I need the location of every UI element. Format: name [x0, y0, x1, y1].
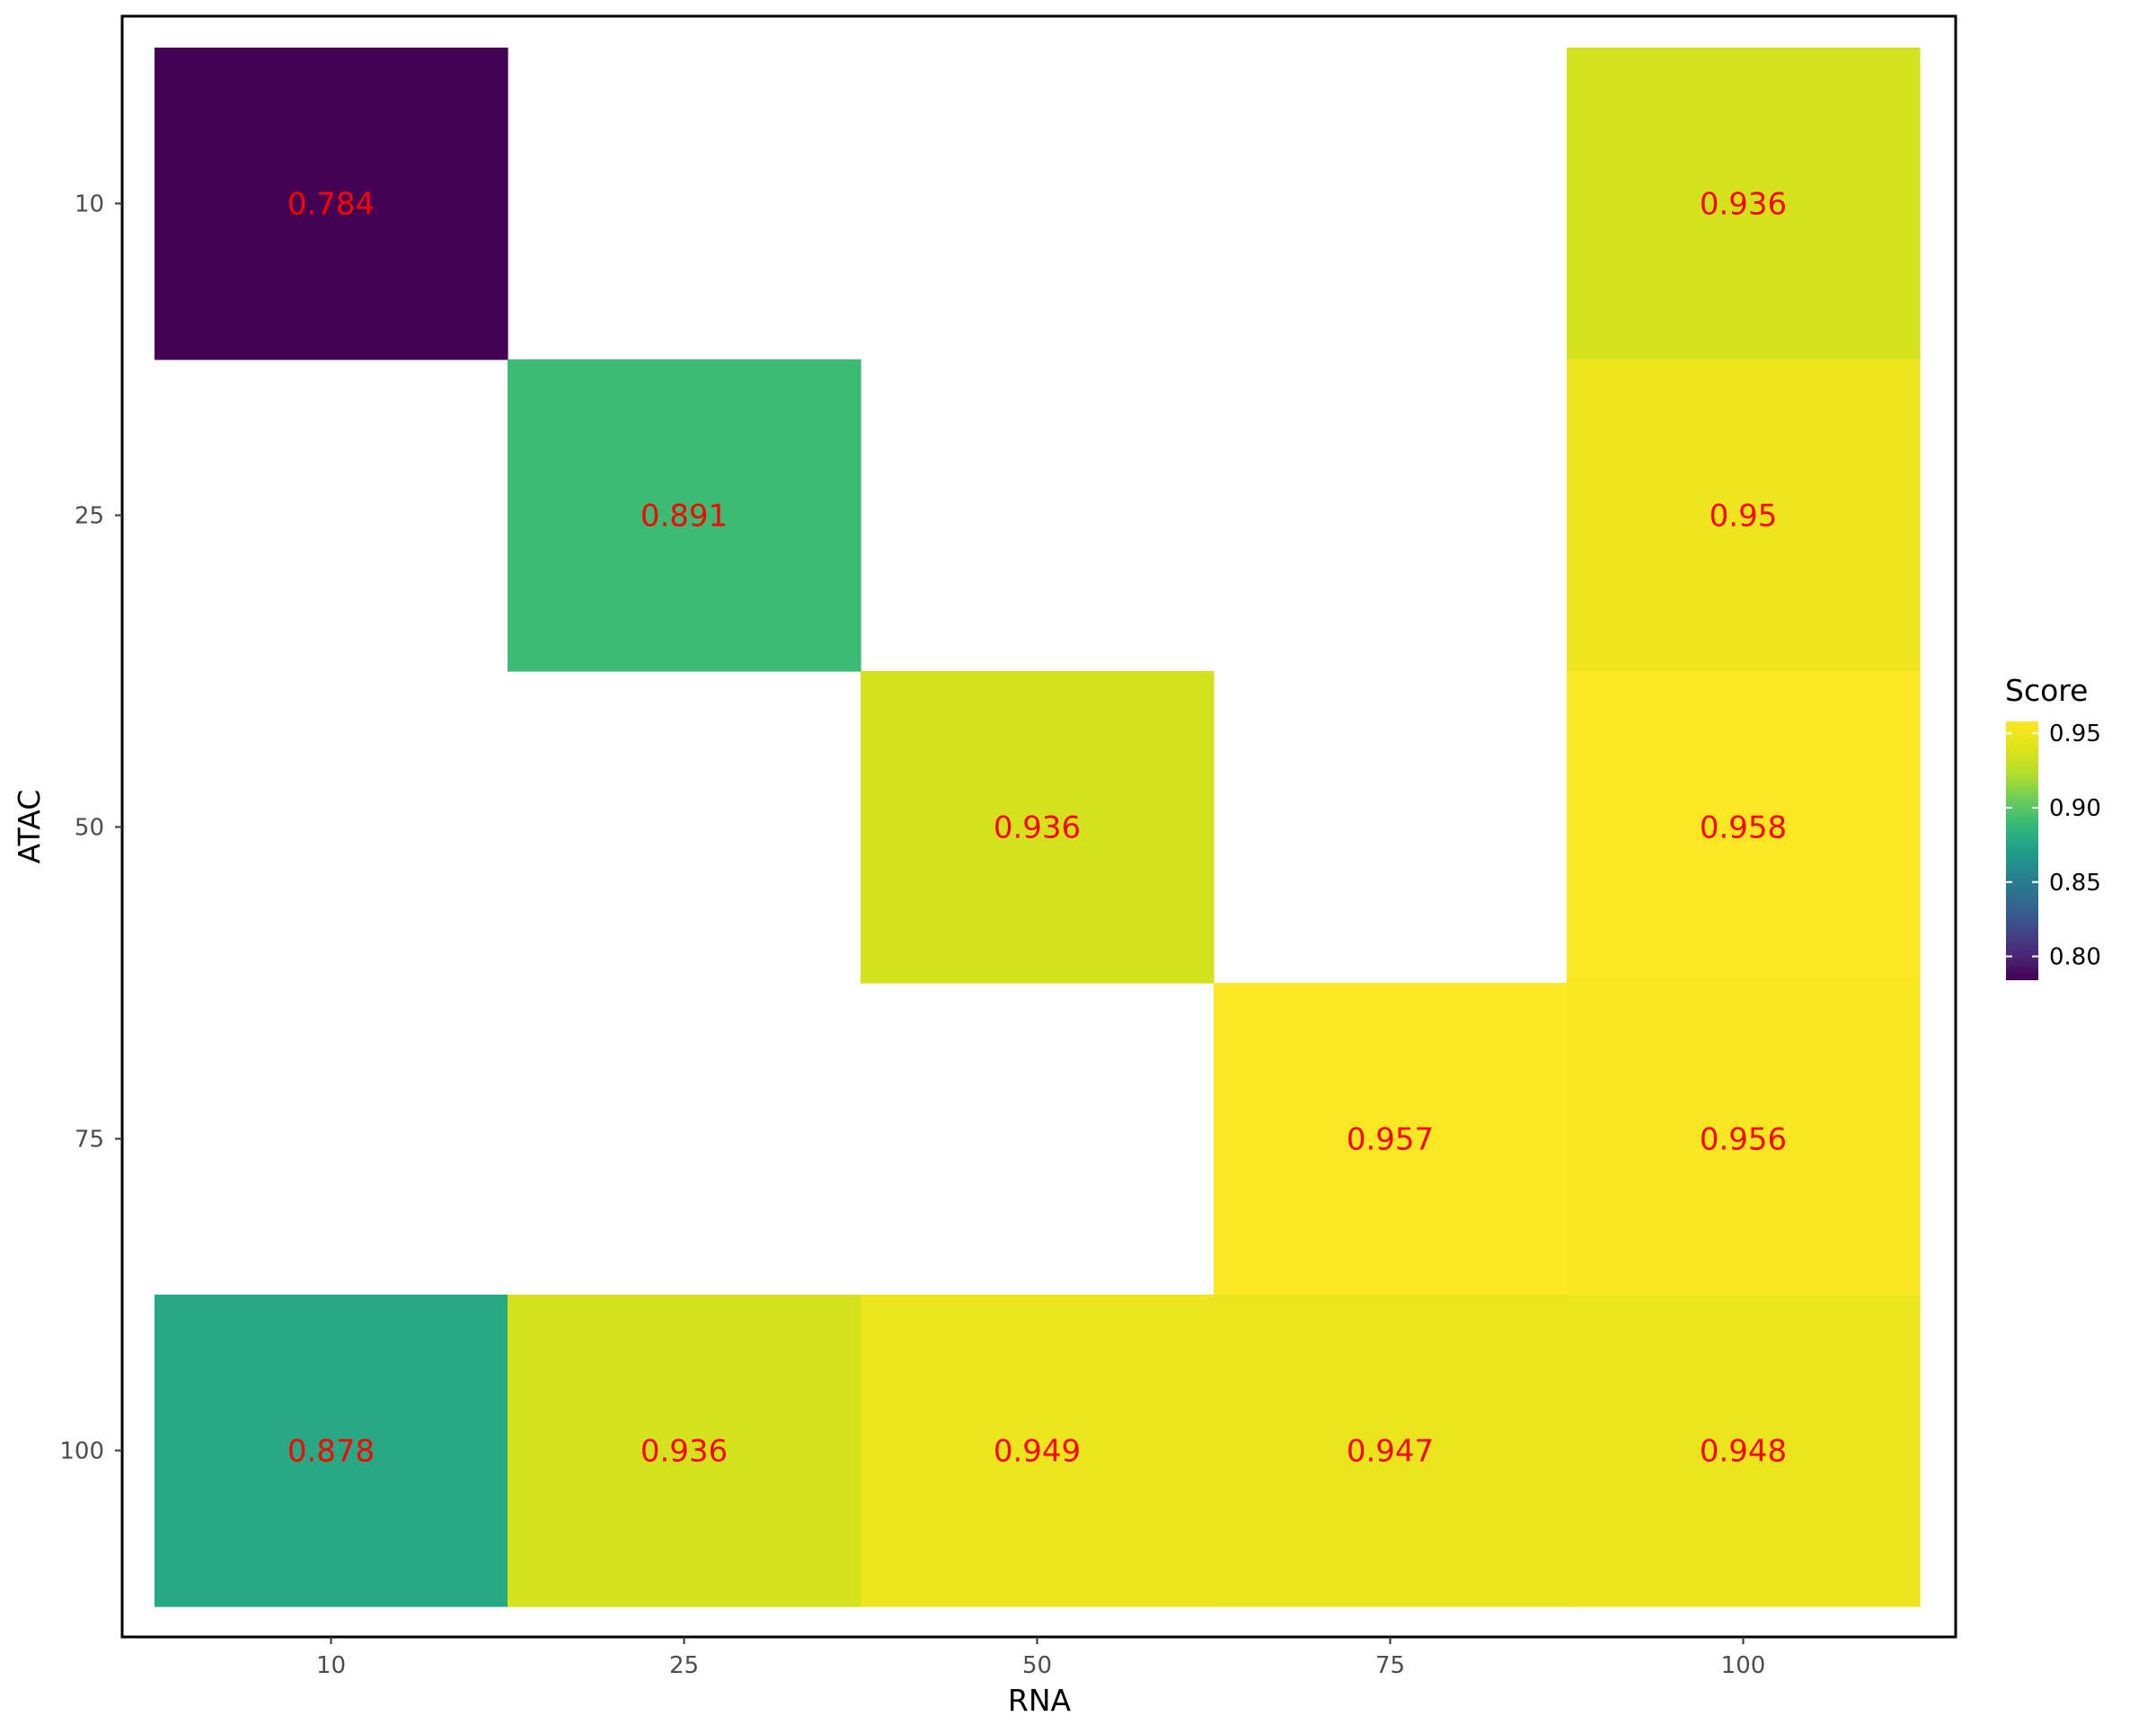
heatmap-cell [1567, 48, 1921, 360]
cell-value-label: 0.948 [1700, 1434, 1787, 1470]
y-tick-label: 75 [75, 1127, 104, 1154]
cell-value-label: 0.947 [1347, 1434, 1434, 1470]
y-axis-ticks: 10 25 50 75 100 [59, 191, 122, 1465]
legend-ticks: 0.80 0.85 0.90 0.95 [2006, 721, 2101, 971]
y-tick-label: 10 [75, 191, 104, 218]
heatmap-cell [155, 1295, 508, 1607]
heatmap-cell [1567, 1295, 1921, 1607]
cell-value-label: 0.949 [994, 1434, 1081, 1470]
x-tick-label: 100 [1721, 1652, 1766, 1679]
cell-value-label: 0.936 [994, 810, 1081, 846]
cell-value-label: 0.936 [1700, 187, 1787, 223]
legend-tick-label: 0.85 [2049, 870, 2101, 897]
legend-tick-label: 0.90 [2049, 795, 2101, 822]
legend-title: Score [2005, 673, 2088, 708]
y-tick-label: 25 [75, 503, 104, 530]
x-axis-ticks: 10 25 50 75 100 [316, 1637, 1765, 1679]
cell-value-label: 0.956 [1700, 1122, 1787, 1158]
cell-value-label: 0.784 [287, 187, 375, 223]
y-axis-title: ATAC [12, 790, 47, 864]
heatmap-cell [1567, 359, 1921, 672]
heatmap-cell [155, 48, 508, 360]
y-tick-label: 50 [75, 815, 104, 842]
legend-tick-label: 0.95 [2049, 721, 2101, 748]
cell-value-label: 0.958 [1700, 810, 1787, 846]
color-legend: Score 0.80 0.85 0.90 0.95 [2005, 673, 2101, 980]
cell-value-label: 0.891 [641, 499, 728, 535]
cell-value-label: 0.95 [1710, 499, 1778, 535]
cell-value-label: 0.878 [287, 1434, 375, 1470]
x-tick-label: 50 [1022, 1652, 1052, 1679]
x-tick-label: 25 [669, 1652, 699, 1679]
heatmap-cell [1214, 1295, 1568, 1607]
heatmap-cell [861, 1295, 1215, 1607]
heatmap-cell [1567, 983, 1921, 1296]
cell-value-label: 0.936 [641, 1434, 728, 1470]
heatmap-cell [1567, 671, 1921, 984]
heatmap-cell [508, 359, 862, 672]
cell-value-labels: 0.784 0.936 0.891 0.95 0.936 0.958 0.957 0.956 0… [287, 187, 1787, 1470]
cell-value-label: 0.957 [1347, 1122, 1434, 1158]
heatmap-cell [508, 1295, 862, 1607]
heatmap-cell [1214, 983, 1568, 1296]
heatmap-cells [155, 48, 1921, 1607]
x-axis-title: RNA [1008, 1683, 1072, 1718]
heatmap-cell [861, 671, 1215, 984]
legend-colorbar [2006, 721, 2038, 980]
x-tick-label: 10 [316, 1652, 346, 1679]
x-tick-label: 75 [1375, 1652, 1405, 1679]
y-tick-label: 100 [59, 1438, 104, 1465]
legend-tick-label: 0.80 [2049, 944, 2101, 971]
